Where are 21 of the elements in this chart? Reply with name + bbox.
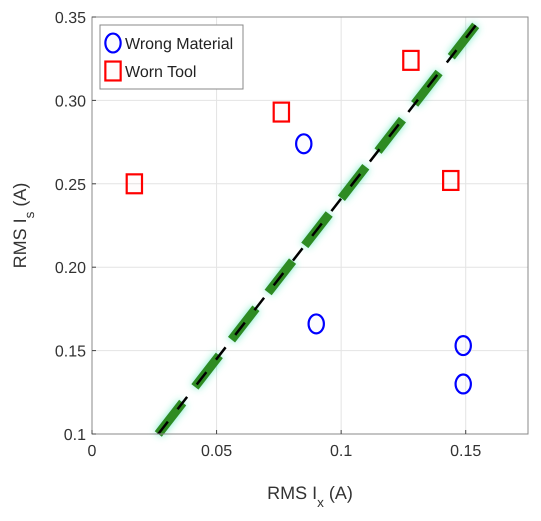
point: [272, 102, 290, 123]
point: [295, 133, 313, 154]
legend-label: Worn Tool: [125, 64, 196, 81]
x-tick-label: 0.1: [330, 443, 352, 460]
point: [454, 373, 472, 395]
point: [126, 173, 144, 194]
x-tick-label: 0.05: [201, 443, 232, 460]
point: [402, 50, 420, 71]
point: [442, 170, 460, 192]
y-tick-label: 0.1: [64, 427, 86, 444]
x-axis-title: RMS I$_{x}$ (A): [267, 483, 353, 510]
x-tick-label: 0.15: [450, 443, 482, 460]
y-tick-label: 0.25: [54, 176, 86, 194]
legend-label: Wrong Material: [125, 36, 234, 53]
y-tick-label: 0.15: [54, 344, 86, 361]
point: [307, 313, 325, 334]
y-tick-label: 0.20: [54, 260, 86, 278]
y-tick-label: 0.30: [54, 93, 86, 110]
point: [454, 335, 472, 356]
y-tick-label: 0.35: [54, 10, 86, 27]
x-tick-label: 0: [88, 443, 97, 460]
